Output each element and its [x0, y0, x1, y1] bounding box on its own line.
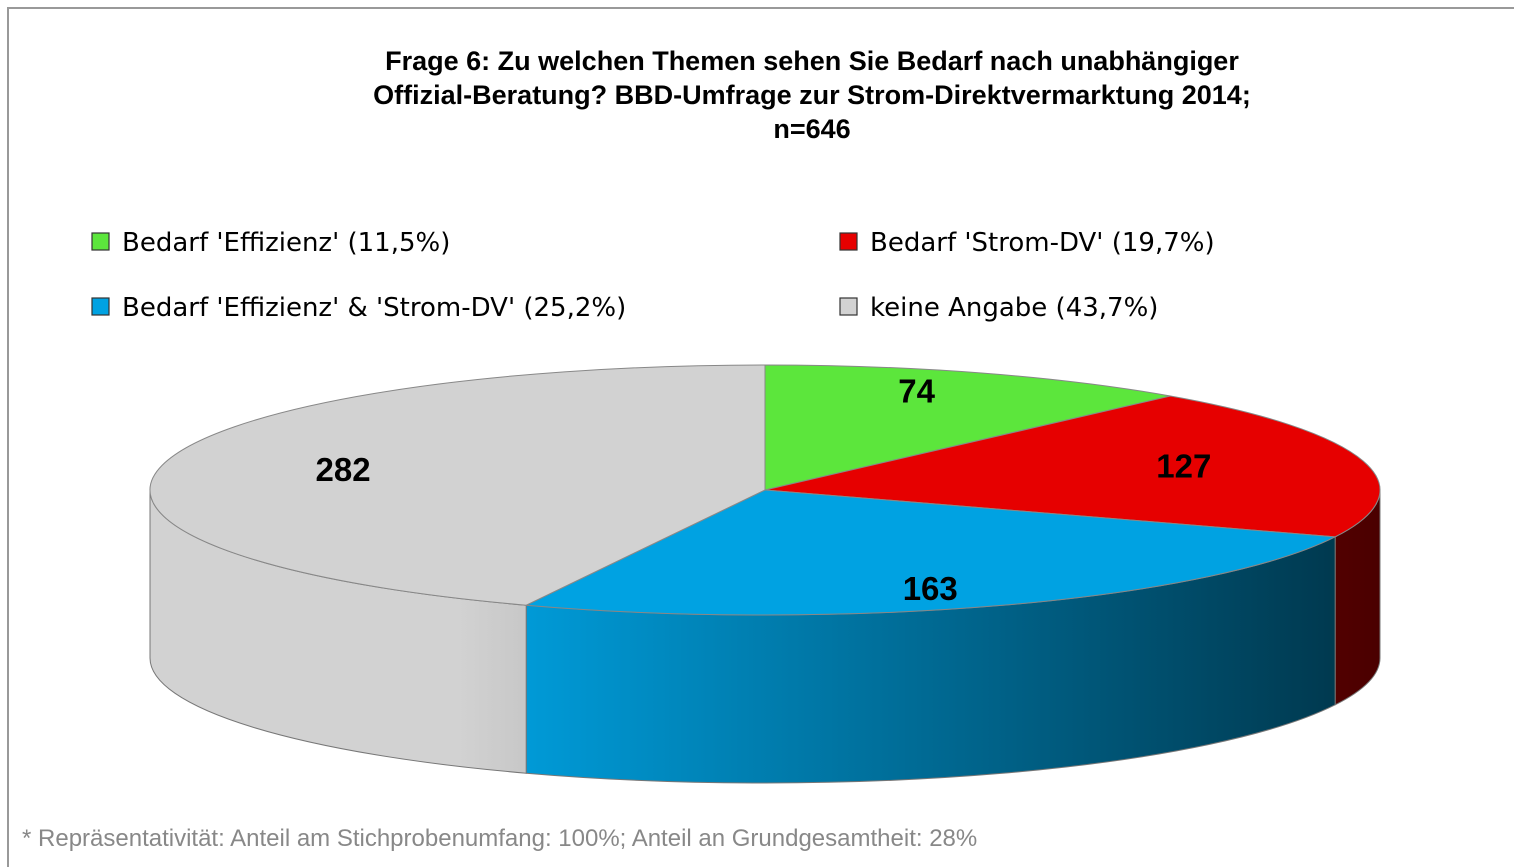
data-label: 127 — [1156, 447, 1211, 484]
legend-swatch — [91, 297, 110, 316]
slice — [524, 489, 1337, 616]
pie-tops — [149, 364, 1381, 616]
footnote: * Repräsentativität: Anteil am Stichprob… — [22, 825, 977, 852]
data-label: 282 — [315, 451, 370, 488]
chart-title: n=646 — [773, 114, 850, 144]
legend-swatch — [839, 232, 858, 251]
legend-label: Bedarf 'Effizienz' & 'Strom-DV' (25,2%) — [122, 293, 626, 323]
legend-swatch — [91, 232, 110, 251]
legend-swatch — [839, 297, 858, 316]
legend-label: keine Angabe (43,7%) — [870, 293, 1158, 323]
pie-walls — [149, 489, 1381, 784]
slice — [149, 364, 766, 606]
slice — [764, 395, 1381, 538]
legend-label: Bedarf 'Strom-DV' (19,7%) — [870, 228, 1215, 258]
data-label: 74 — [898, 373, 935, 410]
legend-label: Bedarf 'Effizienz' (11,5%) — [122, 228, 450, 258]
data-label: 163 — [903, 570, 958, 607]
slice — [764, 364, 1171, 491]
chart-title: Offizial-Beratung? BBD-Umfrage zur Strom… — [373, 80, 1251, 110]
chart-title: Frage 6: Zu welchen Themen sehen Sie Bed… — [385, 46, 1239, 76]
